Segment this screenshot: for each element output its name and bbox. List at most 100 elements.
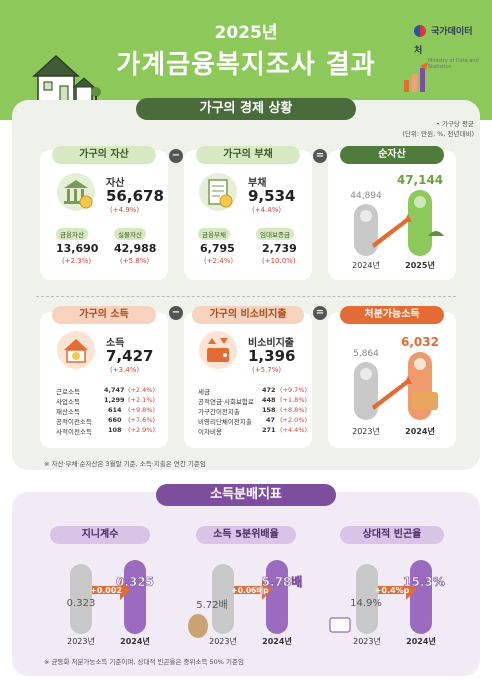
- debt-card: [184, 150, 312, 280]
- poverty-year-2023: 2023년: [353, 636, 381, 646]
- income-label: 소득: [106, 338, 125, 349]
- list-item: 근로소득 4,747 (+2.4%): [56, 386, 156, 396]
- financial-assets-tag: 금융자산: [56, 228, 88, 240]
- debt-change: (+4.4%): [252, 206, 282, 214]
- net-assets-card: [328, 150, 456, 280]
- won-coin-icon: [414, 196, 426, 208]
- income-breakdown: 근로소득 4,747 (+2.4%) 사업소득 1,299 (+2.1%) 재산소득 61…: [56, 386, 164, 436]
- real-assets-value: 42,988: [114, 242, 157, 255]
- net-assets-value-2025: 47,144: [397, 173, 443, 187]
- net-assets-bar-2024: [354, 204, 378, 256]
- list-item: 가구간이전지출 158 (+8.8%): [198, 406, 308, 416]
- list-item: 공적연금·사회보험료 448 (+1.8%): [198, 396, 308, 406]
- unit-note-line1: • 가구당 평균: [436, 120, 474, 128]
- list-item: 사업소득 1,299 (+2.1%): [56, 396, 156, 406]
- gini-year-2024: 2024년: [120, 636, 150, 646]
- financial-assets-change: (+2.3%): [62, 257, 92, 265]
- poverty-bar-2024: [410, 560, 432, 634]
- quintile-chart: +0.06배p 5.72배 5.78배 2023년 2024년: [188, 560, 303, 646]
- section2-footnote: ※ 균등화 처분가능소득 기준이며, 상대적 빈곤율은 중위소득 50% 기준임: [44, 658, 244, 666]
- poverty-bar-2023: [356, 564, 378, 634]
- list-item: 비영리단체이전지출 47 (+2.0%): [198, 416, 308, 426]
- nonconsumption-breakdown: 세금 472 (+9.7%) 공적연금·사회보험료 448 (+1.8%) 가구간이전지…: [198, 386, 310, 436]
- nonconsumption-change: (+5.7%): [252, 366, 282, 374]
- nonconsumption-value: 1,396: [248, 347, 296, 365]
- poverty-change: +0.4%p: [375, 586, 410, 595]
- bill-icon: [199, 173, 237, 211]
- unit-note: • 가구당 평균 (단위: 만원, %, 전년대비): [402, 120, 474, 140]
- gini-change: +0.002: [90, 586, 122, 595]
- assets-card: [40, 150, 168, 280]
- quintile-change: +0.06배p: [231, 585, 269, 595]
- section-title-economy: 가구의 경제 상황: [136, 98, 356, 120]
- income-change: (+3.4%): [110, 366, 140, 374]
- report-year: 2025년: [214, 23, 278, 43]
- section-title-distribution: 소득분배지표: [156, 484, 336, 506]
- gini-value-2023: 0.323: [67, 598, 96, 609]
- gini-pill: 지니계수: [50, 526, 150, 544]
- home-income-icon: [57, 331, 95, 369]
- debt-pill: 가구의 부채: [196, 146, 300, 164]
- income-value: 7,427: [106, 347, 154, 365]
- unit-note-line2: (단위: 만원, %, 전년대비): [402, 129, 474, 138]
- section1-footnote: ※ 자산·부채·순자산은 3월말 기준, 소득·지출은 연간 기준임: [44, 460, 206, 468]
- nonconsumption-pill: 가구의 비소비지출: [192, 306, 304, 324]
- real-assets-change: (+5.8%): [120, 257, 150, 265]
- list-item: 이자비용 271 (+4.4%): [198, 426, 308, 436]
- disposable-year-2023: 2023년: [352, 426, 380, 436]
- poverty-value-2023: 14.9%: [350, 598, 382, 609]
- real-assets-tag: 실물자산: [114, 228, 146, 240]
- quintile-bar-2023: [212, 564, 234, 634]
- deposit-change: (+10.0%): [262, 257, 296, 265]
- change-arrow: [234, 580, 272, 600]
- disposable-bar-2023: [354, 362, 378, 420]
- page-title: 가계금융복지조사 결과: [116, 50, 376, 80]
- list-item: 세금 472 (+9.7%): [198, 386, 308, 396]
- assets-pill: 가구의 자산: [52, 146, 156, 164]
- org-logo: 국가데이터처 Ministry of Data and Statistics: [414, 20, 480, 70]
- assets-label: 자산: [106, 178, 125, 189]
- income-card: [40, 312, 168, 448]
- wallet-icon: [412, 392, 438, 410]
- money-plant-icon: [428, 231, 444, 236]
- disposable-value-2024: 6,032: [401, 335, 439, 349]
- growth-arrow: [372, 376, 412, 410]
- disposable-value-2023: 5,864: [353, 349, 379, 359]
- gini-bar-2024: [124, 560, 146, 634]
- gini-year-2023: 2023년: [67, 636, 95, 646]
- quintile-value-2023: 5.72배: [196, 599, 227, 611]
- poverty-year-2024: 2024년: [406, 636, 436, 646]
- equals-operator: =: [313, 306, 327, 320]
- disposable-income-pill: 처분가능소득: [340, 306, 444, 324]
- money-bag-icon: [188, 614, 208, 638]
- financial-debt-value: 6,795: [200, 242, 235, 255]
- wallet-arrows-icon: [199, 331, 237, 369]
- net-assets-chart: 44,894 47,144 +5.0% 2024년 2025년: [350, 173, 444, 270]
- nonconsumption-label: 비소비지출: [248, 338, 294, 349]
- quintile-value-2024: 5.78배: [262, 574, 303, 589]
- change-arrow: [92, 580, 130, 600]
- deposit-tag: 임대보증금: [256, 228, 294, 240]
- change-arrow: [378, 580, 416, 600]
- debt-value: 9,534: [248, 187, 296, 205]
- net-assets-year-2025: 2025년: [405, 260, 435, 270]
- equals-operator: =: [313, 149, 327, 163]
- poverty-pill: 상대적 빈곤율: [340, 526, 444, 544]
- net-assets-value-2024: 44,894: [350, 191, 382, 201]
- poverty-value-2024: 15.3%: [403, 575, 445, 589]
- disposable-income-card: [328, 312, 456, 448]
- quintile-year-2024: 2024년: [262, 636, 292, 646]
- minus-operator: −: [169, 149, 183, 163]
- assets-value: 56,678: [106, 187, 164, 205]
- list-item: 재산소득 614 (+9.8%): [56, 406, 156, 416]
- quintile-bar-2024: [266, 560, 288, 634]
- nonconsumption-card: [184, 312, 312, 448]
- org-name: 국가데이터처: [414, 27, 473, 56]
- list-item: 사적이전소득 108 (+2.9%): [56, 426, 156, 436]
- gini-chart: +0.002 0.323 0.325 2023년 2024년: [67, 560, 154, 646]
- financial-debt-change: (+2.4%): [204, 257, 234, 265]
- financial-debt-tag: 금융부채: [198, 228, 230, 240]
- growth-arrow: [372, 214, 412, 248]
- empty-wallet-icon: [329, 617, 351, 633]
- financial-assets-value: 13,690: [56, 242, 99, 255]
